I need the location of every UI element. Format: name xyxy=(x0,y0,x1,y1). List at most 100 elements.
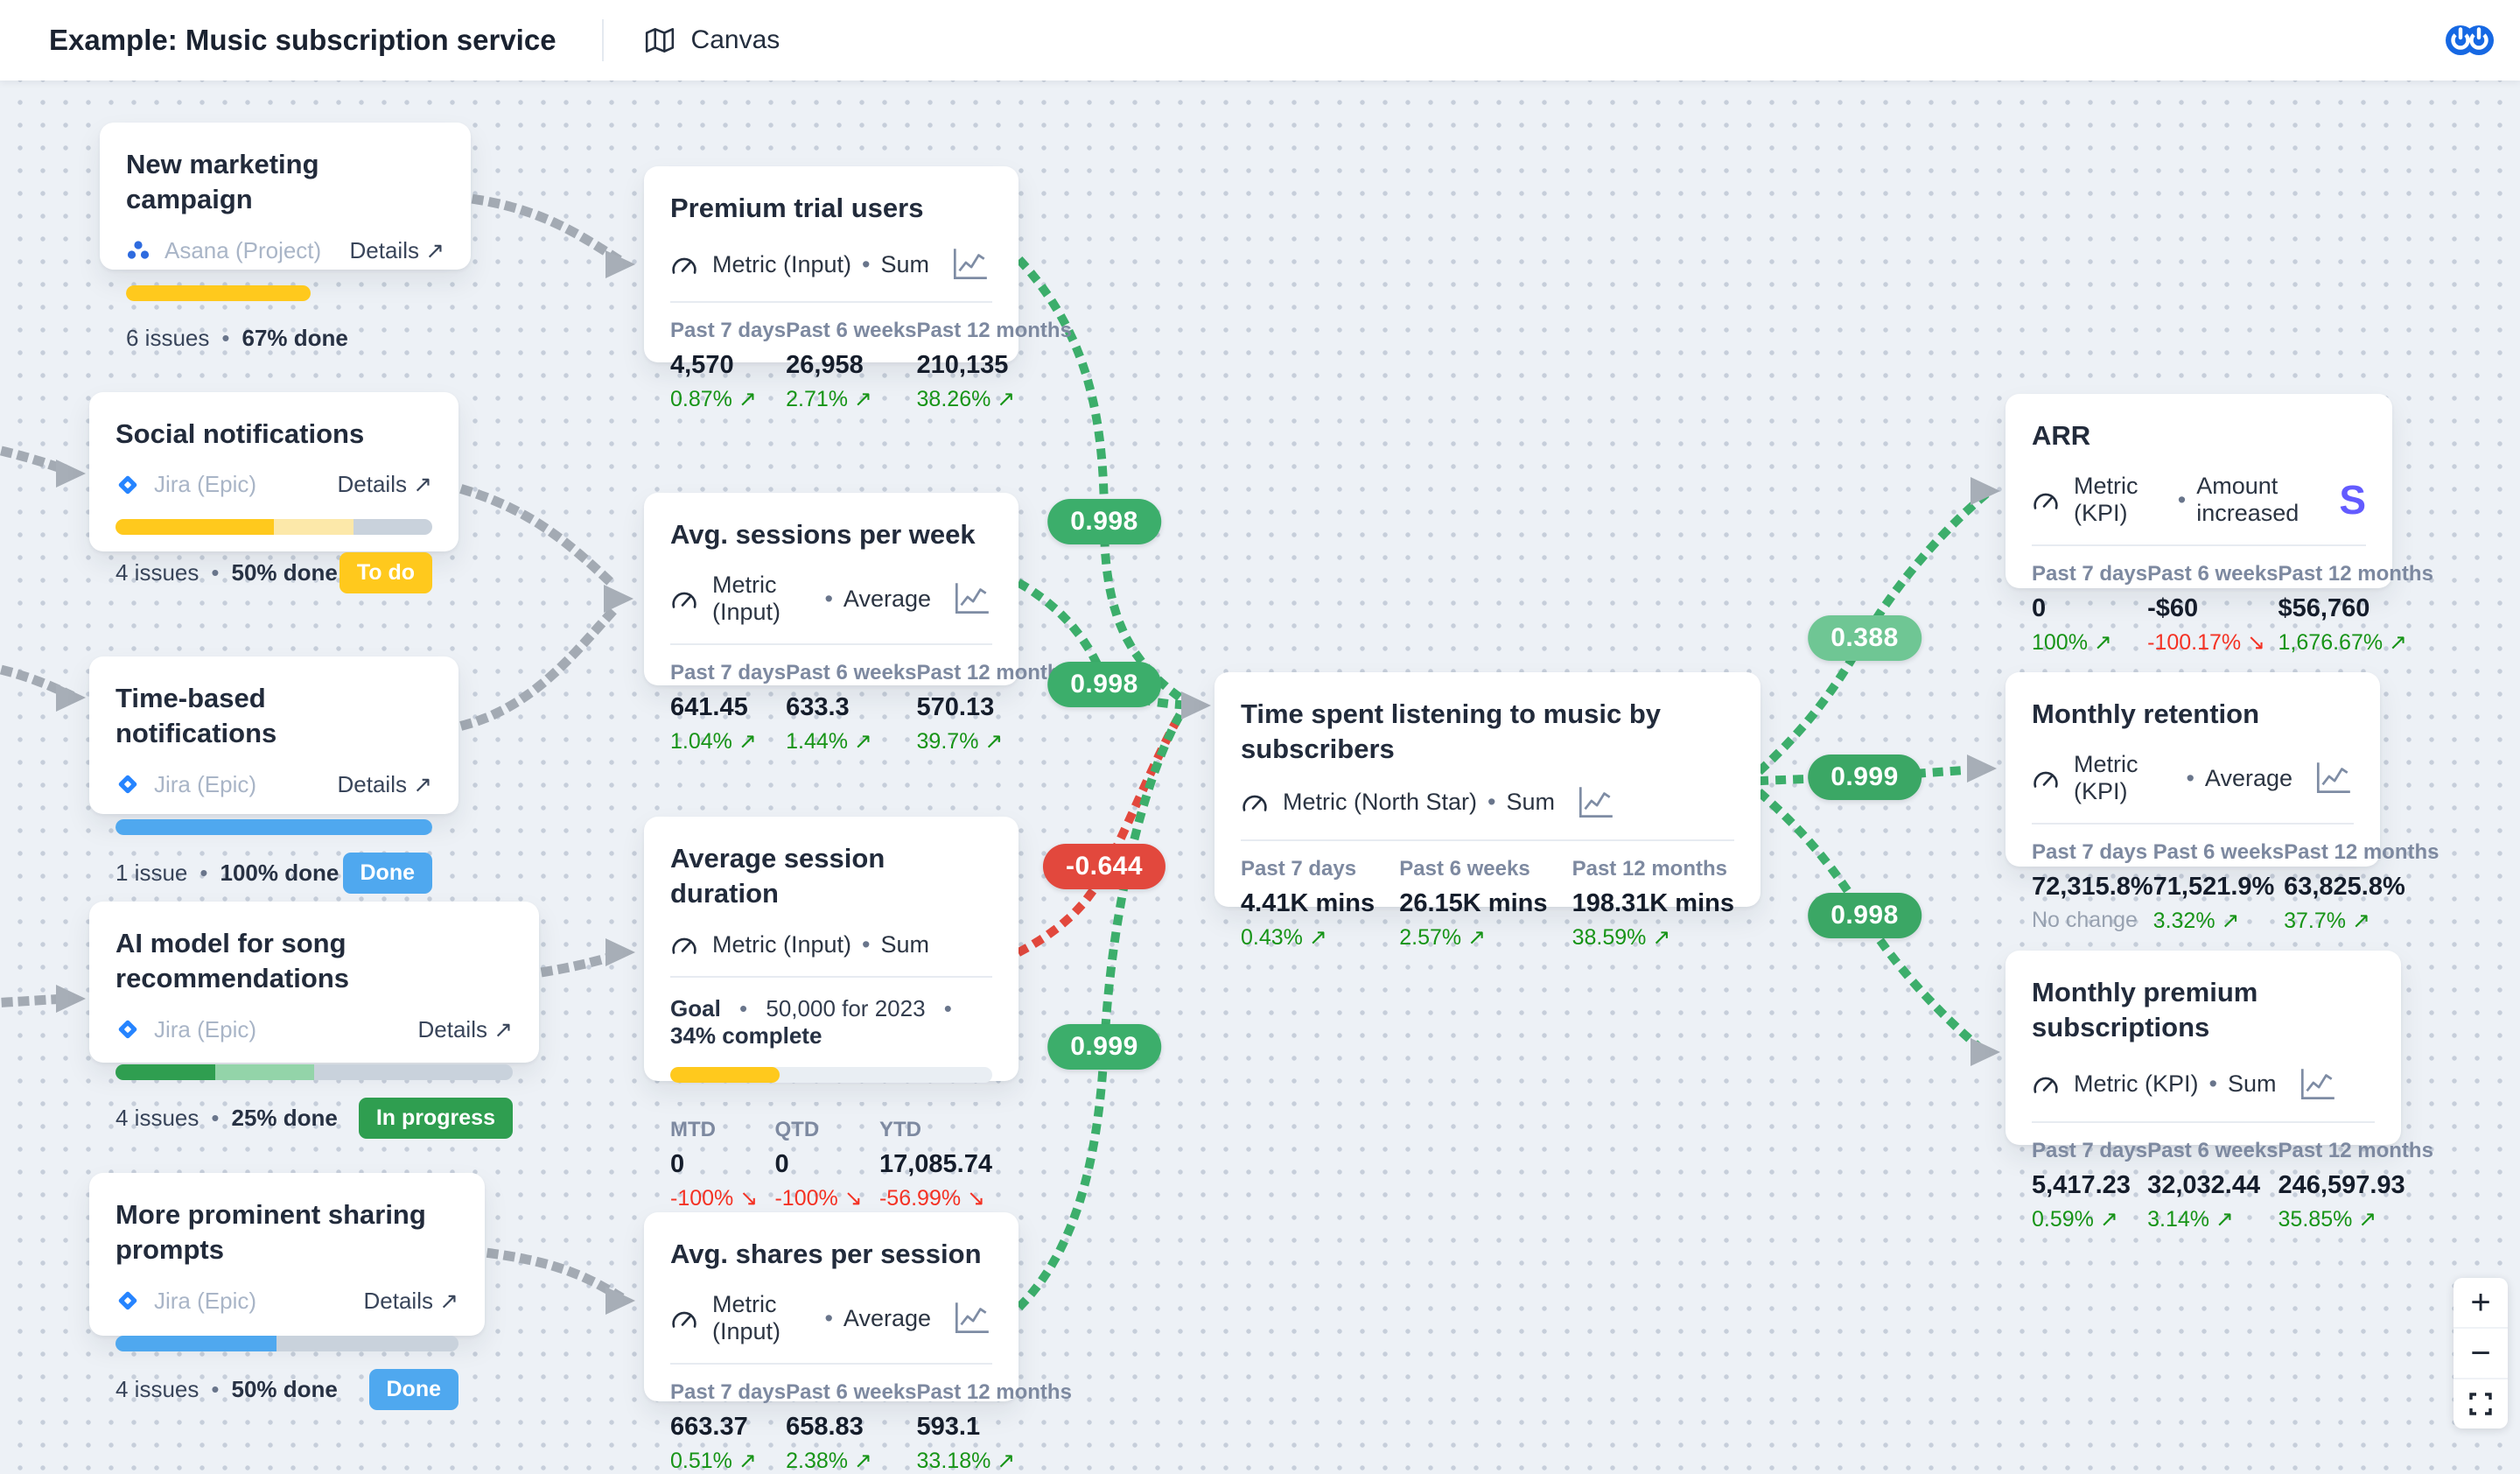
issues-count: 6 issues xyxy=(126,325,210,352)
correlation-badge[interactable]: 0.998 xyxy=(1808,893,1922,938)
work-card-time-based-notifications[interactable]: Time-based notifications Jira (Epic) Det… xyxy=(89,656,458,894)
metric-aggregation: Average xyxy=(843,1304,931,1331)
card-title: ARR xyxy=(2032,420,2091,451)
metric-type: Metric (KPI) xyxy=(2074,751,2138,805)
zoom-in-button[interactable]: + xyxy=(2454,1278,2508,1329)
correlation-badge[interactable]: 0.998 xyxy=(1047,499,1161,544)
card-title: Avg. shares per session xyxy=(670,1239,982,1269)
issues-count: 4 issues xyxy=(116,1104,200,1131)
sparkline-icon[interactable] xyxy=(948,245,990,284)
card-title: Monthly premium subscriptions xyxy=(2032,977,2258,1043)
tab-canvas[interactable]: Canvas xyxy=(644,25,780,55)
sparkline-icon[interactable] xyxy=(950,579,992,618)
stat-past-12-months: Past 12 months $56,760 1,676.67% ↗ xyxy=(2278,562,2433,656)
work-card-sharing-prompts[interactable]: More prominent sharing prompts Jira (Epi… xyxy=(89,1173,485,1410)
metric-aggregation: Sum xyxy=(1506,789,1556,816)
stat-past-12-months: Past 12 months 593.1 33.18% ↗ xyxy=(916,1380,1072,1474)
sparkline-icon[interactable] xyxy=(1574,783,1616,822)
source-label: Jira (Epic) xyxy=(154,1287,257,1314)
work-card-ai-model[interactable]: AI model for song recommendations Jira (… xyxy=(89,902,539,1139)
divider xyxy=(670,1099,992,1102)
gauge-icon xyxy=(2034,771,2058,788)
issues-count: 1 issue xyxy=(116,859,188,886)
correlation-badge[interactable]: 0.998 xyxy=(1047,662,1161,707)
divider xyxy=(670,1363,992,1365)
details-link[interactable]: Details ↗ xyxy=(337,471,432,498)
sparkline-icon[interactable] xyxy=(2312,759,2354,797)
jira-icon xyxy=(118,1291,137,1310)
metric-card-arr[interactable]: ARR Metric (KPI) • Amount increased S Pa… xyxy=(2006,394,2433,655)
metric-type: Metric (North Star) xyxy=(1283,789,1478,816)
progress-bar xyxy=(116,519,432,536)
stat-past-6-weeks: Past 6 weeks 633.3 1.44% ↗ xyxy=(786,661,917,755)
metric-aggregation: Sum xyxy=(880,930,930,958)
percent-done: 50% done xyxy=(231,559,338,586)
metric-card-monthly-premium-subscriptions[interactable]: Monthly premium subscriptions Metric (KP… xyxy=(2006,951,2433,1232)
goal-row: Goal • 50,000 for 2023 • 34% complete xyxy=(670,994,952,1049)
progress-bar xyxy=(116,1063,513,1080)
source-label: Asana (Project) xyxy=(164,236,322,263)
correlation-badge[interactable]: 0.388 xyxy=(1808,615,1922,661)
metric-card-monthly-retention[interactable]: Monthly retention Metric (KPI) • Average… xyxy=(2006,672,2440,933)
progress-bar xyxy=(126,284,444,301)
zoom-out-button[interactable]: − xyxy=(2454,1329,2508,1379)
jira-icon xyxy=(118,475,137,495)
metric-card-avg-shares-per-session[interactable]: Avg. shares per session Metric (Input) •… xyxy=(644,1212,1072,1473)
gauge-icon xyxy=(672,592,696,608)
sparkline-icon[interactable] xyxy=(950,1299,992,1337)
gauge-icon xyxy=(672,257,696,274)
metric-aggregation: Sum xyxy=(2227,1070,2277,1098)
fullscreen-icon xyxy=(2469,1393,2492,1415)
details-link[interactable]: Details ↗ xyxy=(349,236,444,263)
metric-card-average-session-duration[interactable]: Average session duration Metric (Input) … xyxy=(644,817,1018,1211)
status-badge: Done xyxy=(368,1368,458,1410)
details-link[interactable]: Details ↗ xyxy=(363,1287,458,1314)
metric-type: Metric (Input) xyxy=(712,930,852,958)
topbar-divider xyxy=(601,19,604,61)
metric-aggregation: Average xyxy=(2204,764,2292,791)
issues-count: 4 issues xyxy=(116,1375,200,1402)
doubleloop-logo-icon[interactable] xyxy=(2440,12,2497,68)
metric-aggregation: Amount increased xyxy=(2196,473,2300,527)
work-card-social-notifications[interactable]: Social notifications Jira (Epic) Details… xyxy=(89,392,458,594)
goal-progress-bar xyxy=(670,1066,992,1083)
work-card-new-marketing-campaign[interactable]: New marketing campaign Asana (Project) D… xyxy=(100,123,471,351)
metric-type: Metric (Input) xyxy=(712,1291,781,1345)
fullscreen-button[interactable] xyxy=(2454,1379,2508,1428)
stat-past-6-weeks: Past 6 weeks 658.83 2.38% ↗ xyxy=(786,1380,917,1474)
card-title: AI model for song recommendations xyxy=(116,928,350,994)
stat-past-12-months: Past 12 months 210,135 38.26% ↗ xyxy=(916,319,1072,412)
correlation-badge[interactable]: 0.999 xyxy=(1808,755,1922,800)
stat-past-7-days: Past 7 days 663.37 0.51% ↗ xyxy=(670,1380,787,1474)
metric-card-avg-sessions-per-week[interactable]: Avg. sessions per week Metric (Input) • … xyxy=(644,493,1072,754)
metric-type: Metric (KPI) xyxy=(2074,473,2138,527)
metric-card-premium-trial-users[interactable]: Premium trial users Metric (Input) • Sum… xyxy=(644,166,1072,411)
tab-canvas-label: Canvas xyxy=(690,25,780,54)
jira-icon xyxy=(118,1020,137,1039)
metric-card-north-star-time-listening[interactable]: Time spent listening to music by subscri… xyxy=(1214,672,1760,950)
jira-icon xyxy=(118,775,137,794)
stat-past-6-weeks: Past 6 weeks 32,032.44 3.14% ↗ xyxy=(2147,1138,2278,1232)
gauge-icon xyxy=(2034,493,2058,509)
asana-icon xyxy=(127,241,150,259)
correlation-badge[interactable]: -0.644 xyxy=(1042,844,1166,889)
divider xyxy=(2032,823,2354,825)
stat-past-6-weeks: Past 6 weeks 26,958 2.71% ↗ xyxy=(786,319,917,412)
stat-past-12-months: Past 12 months 570.13 39.7% ↗ xyxy=(916,661,1072,755)
correlation-badge[interactable]: 0.999 xyxy=(1047,1024,1161,1070)
card-title: Time-based notifications xyxy=(116,683,277,749)
stat-ytd: YTD 17,085.74 -56.99% ↘ xyxy=(878,1117,992,1211)
card-title: Average session duration xyxy=(670,843,886,909)
map-icon xyxy=(645,28,674,53)
details-link[interactable]: Details ↗ xyxy=(417,1015,513,1042)
percent-done: 25% done xyxy=(231,1104,338,1131)
progress-bar xyxy=(116,818,432,835)
stat-qtd: QTD 0 -100% ↘ xyxy=(774,1117,863,1211)
divider xyxy=(670,975,992,978)
divider xyxy=(670,643,992,646)
page-title: Example: Music subscription service xyxy=(49,24,556,56)
percent-done: 67% done xyxy=(242,325,348,352)
sparkline-icon[interactable] xyxy=(2296,1065,2338,1104)
details-link[interactable]: Details ↗ xyxy=(337,770,432,797)
